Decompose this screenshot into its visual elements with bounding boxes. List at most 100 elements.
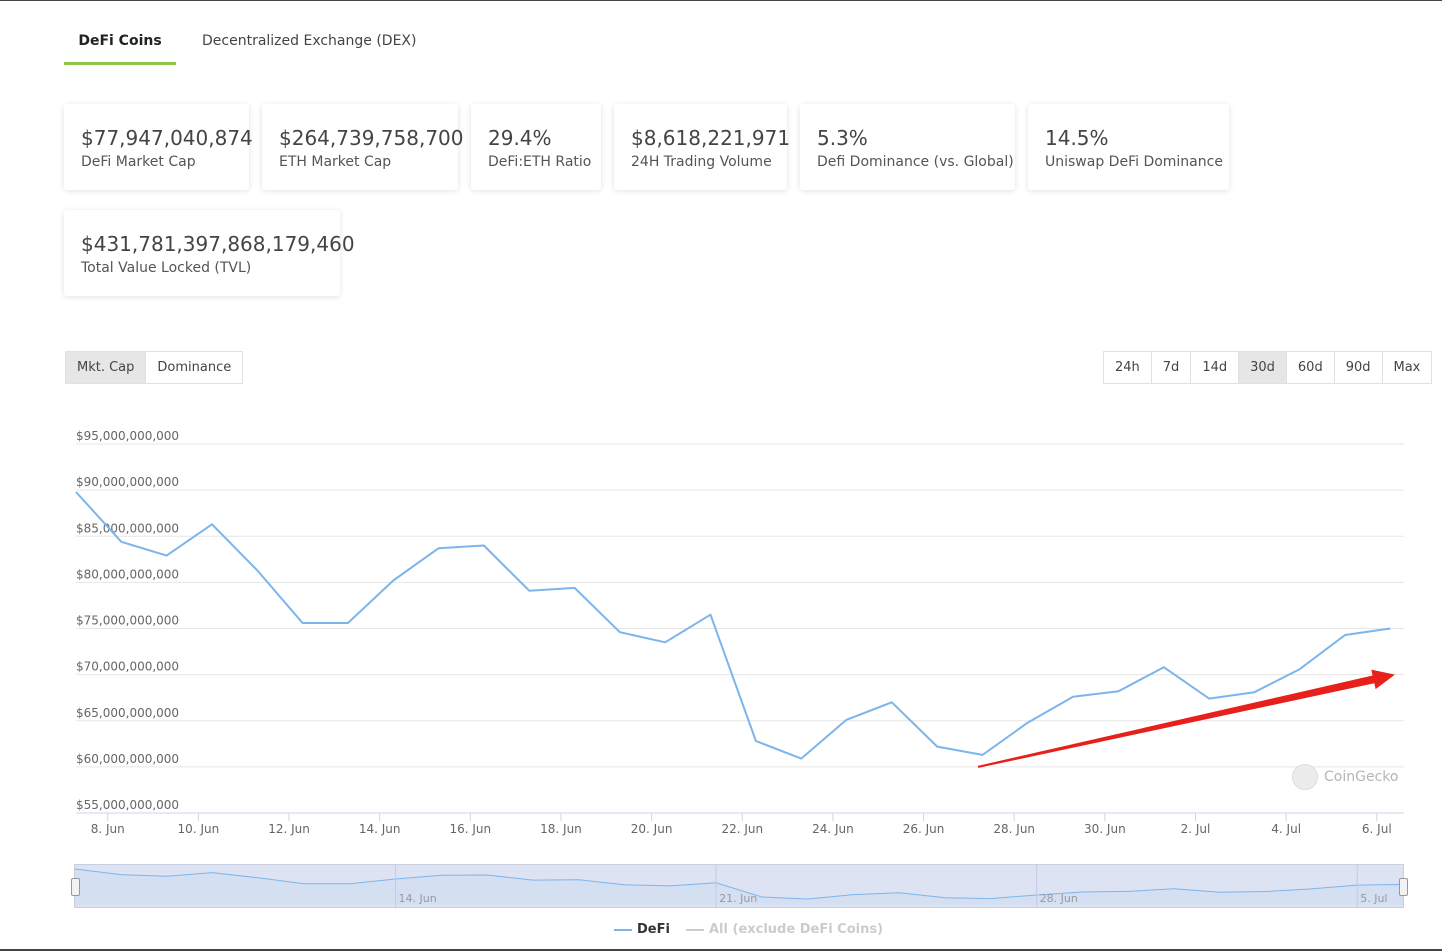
range-60d-button[interactable]: 60d <box>1286 352 1335 383</box>
series-layer <box>74 490 1392 761</box>
stat-value: 29.4% <box>488 126 552 150</box>
navigator-tick-label: 5. Jul <box>1360 892 1387 905</box>
stat-card-tvl: $431,781,397,868,179,460 Total Value Loc… <box>64 210 355 296</box>
defi-data-point[interactable] <box>618 630 622 634</box>
x-tick-label: 8. Jun <box>91 822 125 836</box>
x-tick-label: 2. Jul <box>1181 822 1211 836</box>
range-24h-button[interactable]: 24h <box>1104 352 1152 383</box>
stat-value: $8,618,221,971 <box>631 126 791 150</box>
navigator-tick-label: 14. Jun <box>399 892 437 905</box>
defi-data-point[interactable] <box>210 522 214 526</box>
bottom-border <box>0 949 1442 951</box>
defi-data-point[interactable] <box>1117 689 1121 693</box>
legend-defi-label: DeFi <box>637 922 670 937</box>
range-max-button[interactable]: Max <box>1382 352 1432 383</box>
trend-arrow <box>977 669 1395 768</box>
x-tick-label: 24. Jun <box>812 822 854 836</box>
stat-value: 14.5% <box>1045 126 1109 150</box>
defi-series-line[interactable] <box>75 491 1391 760</box>
navigator-right-handle[interactable] <box>1399 878 1408 896</box>
tab-dex[interactable]: Decentralized Exchange (DEX) <box>202 33 417 49</box>
x-tick-label: 16. Jun <box>449 822 491 836</box>
defi-data-point[interactable] <box>799 757 803 761</box>
stat-card-defi-market-cap: $77,947,040,874 DeFi Market Cap <box>64 104 253 190</box>
tab-defi-coins[interactable]: DeFi Coins <box>64 22 176 65</box>
defi-data-point[interactable] <box>1071 695 1075 699</box>
defi-data-point[interactable] <box>165 554 169 558</box>
navigator-line <box>75 868 1403 900</box>
coingecko-watermark: CoinGecko <box>1292 764 1398 790</box>
stat-value: $264,739,758,700 <box>279 126 464 150</box>
defi-data-point[interactable] <box>301 621 305 625</box>
defi-data-point[interactable] <box>935 745 939 749</box>
x-tick-label: 12. Jun <box>268 822 310 836</box>
y-axis-labels: $55,000,000,000 $60,000,000,000 $65,000,00… <box>76 429 179 812</box>
dominance-button[interactable]: Dominance <box>146 352 243 383</box>
stat-card-uniswap-dominance: 14.5% Uniswap DeFi Dominance <box>1028 104 1229 190</box>
defi-data-point[interactable] <box>1207 697 1211 701</box>
stat-card-trading-volume: $8,618,221,971 24H Trading Volume <box>614 104 791 190</box>
defi-data-point[interactable] <box>573 586 577 590</box>
stat-value: $77,947,040,874 <box>81 126 253 150</box>
defi-data-point[interactable] <box>1343 633 1347 637</box>
range-30d-button[interactable]: 30d <box>1239 352 1287 383</box>
defi-data-point[interactable] <box>1026 721 1030 725</box>
defi-data-point[interactable] <box>1252 690 1256 694</box>
navigator-area <box>75 869 1403 905</box>
stat-card-defi-eth-ratio: 29.4% DeFi:ETH Ratio <box>471 104 601 190</box>
defi-data-point[interactable] <box>754 739 758 743</box>
defi-data-point[interactable] <box>482 544 486 548</box>
range-navigator[interactable]: 14. Jun 21. Jun 28. Jun 5. Jul <box>71 864 1408 908</box>
defi-data-point[interactable] <box>890 700 894 704</box>
y-tick-label: $85,000,000,000 <box>76 521 179 535</box>
mkt-cap-button[interactable]: Mkt. Cap <box>66 352 147 383</box>
stat-label: DeFi:ETH Ratio <box>488 154 592 170</box>
x-tick-label: 14. Jun <box>359 822 401 836</box>
legend-item-defi[interactable]: DeFi <box>614 922 670 937</box>
x-tick-label: 30. Jun <box>1084 822 1126 836</box>
defi-data-point[interactable] <box>527 589 531 593</box>
stat-label: ETH Market Cap <box>279 154 392 170</box>
defi-data-point[interactable] <box>391 579 395 583</box>
stat-label: DeFi Market Cap <box>81 154 196 170</box>
stat-card-defi-dominance: 5.3% Defi Dominance (vs. Global) <box>800 104 1015 190</box>
defi-data-point[interactable] <box>981 753 985 757</box>
y-tick-label: $60,000,000,000 <box>76 752 179 766</box>
range-7d-button[interactable]: 7d <box>1151 352 1192 383</box>
grid-lines <box>76 443 1404 814</box>
defi-data-point[interactable] <box>74 490 78 494</box>
stat-label: 24H Trading Volume <box>631 154 772 170</box>
navigator-left-handle[interactable] <box>71 878 80 896</box>
annotation-layer <box>977 669 1395 768</box>
defi-data-point[interactable] <box>1298 667 1302 671</box>
y-tick-label: $75,000,000,000 <box>76 614 179 628</box>
defi-data-point[interactable] <box>346 621 350 625</box>
stat-label: Defi Dominance (vs. Global) <box>817 154 1014 170</box>
defi-data-point[interactable] <box>437 546 441 550</box>
top-border <box>0 0 1442 1</box>
defi-data-point[interactable] <box>1162 665 1166 669</box>
market-cap-chart: $55,000,000,000 $60,000,000,000 $65,000,00… <box>74 429 1404 836</box>
navigator-tick-label: 21. Jun <box>719 892 757 905</box>
range-90d-button[interactable]: 90d <box>1334 352 1383 383</box>
x-tick-label: 18. Jun <box>540 822 582 836</box>
legend-item-all[interactable]: All (exclude DeFi Coins) <box>686 922 883 937</box>
watermark-text: CoinGecko <box>1324 769 1399 785</box>
legend-all-label: All (exclude DeFi Coins) <box>709 922 884 937</box>
range-14d-button[interactable]: 14d <box>1191 352 1240 383</box>
y-tick-label: $95,000,000,000 <box>76 429 179 443</box>
defi-data-point[interactable] <box>663 640 667 644</box>
defi-data-point[interactable] <box>1388 627 1392 631</box>
stat-value: 5.3% <box>817 126 868 150</box>
metric-toggle: Mkt. Cap Dominance <box>65 351 244 384</box>
y-tick-label: $55,000,000,000 <box>76 798 179 812</box>
defi-data-point[interactable] <box>119 540 123 544</box>
stat-label: Total Value Locked (TVL) <box>81 260 252 276</box>
defi-data-point[interactable] <box>845 718 849 722</box>
x-tick-label: 28. Jun <box>993 822 1035 836</box>
x-axis: 8. Jun 10. Jun 12. Jun 14. Jun 16. Jun 18. Ju… <box>76 812 1404 836</box>
defi-data-point[interactable] <box>709 613 713 617</box>
x-tick-label: 26. Jun <box>903 822 945 836</box>
defi-data-point[interactable] <box>255 568 259 572</box>
stat-value: $431,781,397,868,179,460 <box>81 232 355 256</box>
